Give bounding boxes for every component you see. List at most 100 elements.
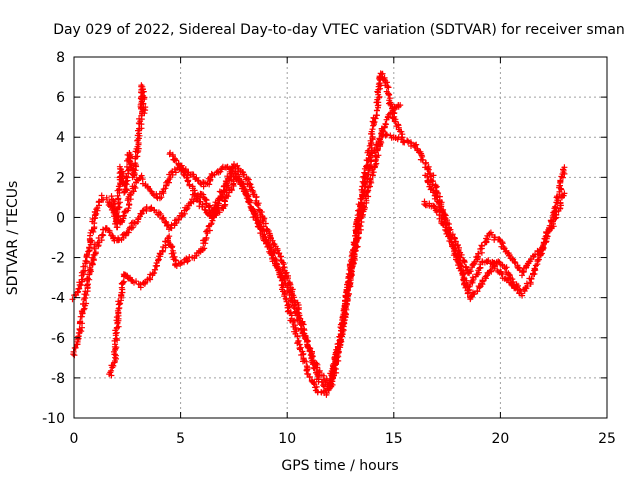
data-point	[427, 173, 434, 180]
data-point	[84, 281, 91, 288]
data-point	[530, 270, 536, 277]
data-point	[141, 110, 148, 117]
data-point	[483, 235, 490, 242]
data-point	[218, 165, 225, 172]
data-point	[557, 199, 564, 206]
data-point	[344, 279, 351, 286]
data-point	[168, 250, 175, 257]
data-point	[505, 275, 512, 282]
data-point	[236, 177, 243, 184]
data-point	[499, 240, 506, 247]
data-point	[99, 231, 106, 238]
data-point	[282, 295, 289, 302]
data-point	[475, 250, 482, 257]
data-point	[514, 286, 521, 293]
data-point	[456, 265, 463, 272]
data-point	[294, 332, 301, 339]
data-point	[289, 286, 296, 293]
data-point	[340, 311, 347, 318]
data-point	[528, 276, 535, 282]
data-point	[451, 235, 458, 242]
data-point	[413, 141, 420, 148]
data-point	[306, 373, 313, 380]
data-point	[225, 193, 232, 200]
data-point	[157, 210, 164, 217]
data-point	[216, 209, 223, 216]
data-point	[159, 247, 166, 254]
data-point	[151, 266, 158, 273]
data-point	[375, 81, 382, 88]
data-point	[329, 362, 336, 369]
x-axis-label: GPS time / hours	[281, 458, 398, 474]
data-point	[115, 323, 122, 330]
data-point	[298, 326, 305, 333]
data-point	[488, 268, 495, 275]
data-point	[552, 215, 559, 222]
data-point	[309, 353, 316, 360]
data-point	[252, 216, 259, 223]
data-point	[331, 354, 338, 361]
data-point	[265, 228, 272, 234]
x-tick-label: 25	[598, 431, 616, 447]
data-point	[120, 278, 127, 285]
data-point	[75, 333, 82, 340]
data-point	[331, 365, 337, 372]
data-point	[93, 206, 100, 213]
data-point	[303, 358, 310, 365]
data-point	[140, 100, 147, 107]
data-point	[239, 183, 246, 190]
data-point	[92, 249, 99, 256]
data-point	[223, 182, 230, 189]
data-point	[120, 279, 127, 286]
data-point	[230, 178, 237, 185]
data-point	[131, 183, 138, 190]
data-point	[397, 102, 404, 109]
data-point	[557, 178, 564, 185]
data-point	[357, 208, 364, 214]
data-point	[384, 83, 391, 90]
data-point	[206, 181, 213, 188]
data-point	[378, 125, 385, 132]
data-point	[387, 101, 394, 108]
x-tick-label: 15	[385, 431, 403, 447]
data-point	[485, 257, 492, 264]
data-point	[370, 169, 377, 176]
data-point	[491, 263, 498, 269]
data-point	[360, 192, 367, 199]
data-point	[120, 212, 127, 219]
data-point	[487, 267, 494, 274]
data-point	[251, 209, 258, 216]
data-point	[246, 199, 253, 205]
data-point	[313, 383, 320, 390]
data-point	[423, 159, 429, 166]
data-point	[313, 364, 320, 371]
data-point	[479, 243, 485, 249]
data-point	[385, 84, 392, 91]
data-point	[364, 171, 371, 178]
data-point	[215, 200, 222, 207]
data-point	[296, 320, 303, 326]
y-tick-label: 4	[56, 130, 65, 146]
data-point	[103, 194, 110, 201]
data-point	[352, 227, 359, 234]
data-point	[371, 119, 378, 125]
data-point	[169, 244, 175, 251]
data-point	[100, 196, 107, 203]
data-point	[82, 257, 89, 264]
data-point	[289, 299, 296, 306]
data-point	[202, 180, 209, 187]
data-point	[173, 220, 180, 226]
data-point	[121, 208, 128, 215]
data-point	[208, 170, 215, 177]
data-point	[131, 219, 138, 226]
data-point	[474, 288, 481, 295]
data-point	[419, 156, 426, 163]
data-point	[471, 290, 478, 297]
data-point	[280, 274, 287, 281]
y-tick-label: 0	[56, 210, 65, 226]
data-point	[511, 258, 518, 265]
data-point	[86, 276, 93, 283]
data-point	[84, 251, 90, 258]
data-point	[373, 107, 380, 114]
data-point	[168, 221, 175, 228]
